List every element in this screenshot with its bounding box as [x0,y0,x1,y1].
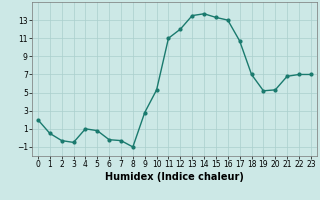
X-axis label: Humidex (Indice chaleur): Humidex (Indice chaleur) [105,172,244,182]
